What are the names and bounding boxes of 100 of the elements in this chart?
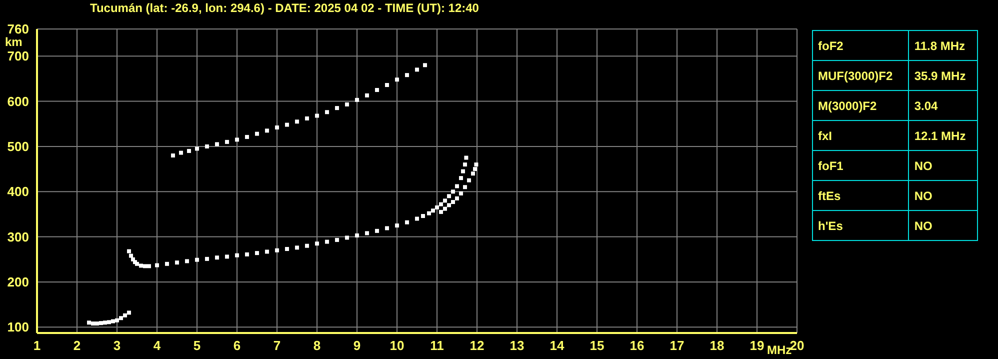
point [439,202,443,206]
point [139,264,143,268]
point [215,142,219,146]
point [127,310,131,315]
point [205,256,209,261]
point [285,122,289,127]
point [127,249,131,254]
x-tick-label: 2 [73,338,81,354]
chart-title: Tucumán (lat: -26.9, lon: 294.6) - DATE: 2025 04 02 - TIME (UT): 12:40 [90,1,479,15]
x-tick-label: 7 [273,338,281,354]
parameter-table: foF2 11.8 MHz MUF(3000)F2 35.9 MHz M(3000)F2 3.04 fxI 12.1 MHz foF1 NO ftEs NO h'Es NO [812,30,978,241]
point [451,190,455,194]
x-tick-label: 15 [590,338,604,354]
point [435,205,439,210]
x-tick-label: 14 [550,338,565,354]
y-tick-label: 760 [7,22,29,37]
x-tick-label: 16 [630,338,644,354]
point [235,138,239,142]
point [421,214,425,218]
point [245,252,249,256]
y-tick-label: 100 [7,320,29,335]
x-tick-label: 4 [153,338,162,354]
point [305,244,309,248]
point [385,83,389,88]
point [345,236,349,240]
x-tick-label: 1 [33,338,41,354]
point [195,258,199,262]
point [225,140,229,144]
point [447,194,451,198]
x-tick-label: 17 [670,338,684,354]
point [119,316,123,320]
point [325,240,329,244]
point [345,102,349,106]
point [451,200,455,204]
y-tick-label: 200 [7,274,29,290]
point [195,146,199,151]
y-tick-label: 700 [7,48,29,64]
point [275,125,279,130]
point [205,144,209,148]
point [111,319,115,324]
x-tick-label: 5 [193,338,201,354]
point [431,208,435,213]
x-tick-label: 10 [390,338,404,354]
point [461,169,465,174]
point [443,198,447,203]
point [405,220,409,224]
point [185,259,189,264]
point [423,63,427,68]
point [179,150,183,155]
y-tick-label: 600 [7,94,29,109]
point [255,251,259,256]
point [355,98,359,102]
point [473,167,477,172]
x-tick-label: 3 [113,338,121,354]
point [365,231,369,236]
point [187,148,191,153]
point [463,162,467,167]
point [335,238,339,242]
point [395,78,399,82]
point [215,256,219,260]
point [315,242,319,246]
point [295,120,299,124]
point [315,114,319,118]
point [123,313,127,318]
point [463,185,467,190]
point [395,223,399,228]
point [439,210,443,214]
point [265,250,269,254]
point [285,246,289,251]
point [459,176,463,180]
point [129,254,133,258]
point [305,116,309,120]
point [455,184,459,188]
point [87,320,91,325]
point [375,228,379,233]
point [467,178,471,182]
point [385,226,389,230]
y-tick-label: 300 [7,229,29,244]
point [355,233,359,238]
point [103,320,107,325]
x-tick-label: 6 [233,338,241,354]
point [474,162,478,167]
point [375,88,379,92]
x-tick-label: 18 [710,338,724,354]
point [165,262,169,266]
point [471,172,475,176]
point [107,320,111,324]
point [405,73,409,78]
point [335,106,339,110]
point [325,110,329,114]
y-tick-label: 500 [7,139,29,154]
y-axis-title: km [5,35,22,49]
point [427,211,431,216]
point [447,203,451,208]
point [171,153,175,158]
x-tick-label: 11 [430,338,444,354]
point [295,246,299,250]
point [455,196,459,200]
point [155,263,159,268]
point [225,254,229,259]
